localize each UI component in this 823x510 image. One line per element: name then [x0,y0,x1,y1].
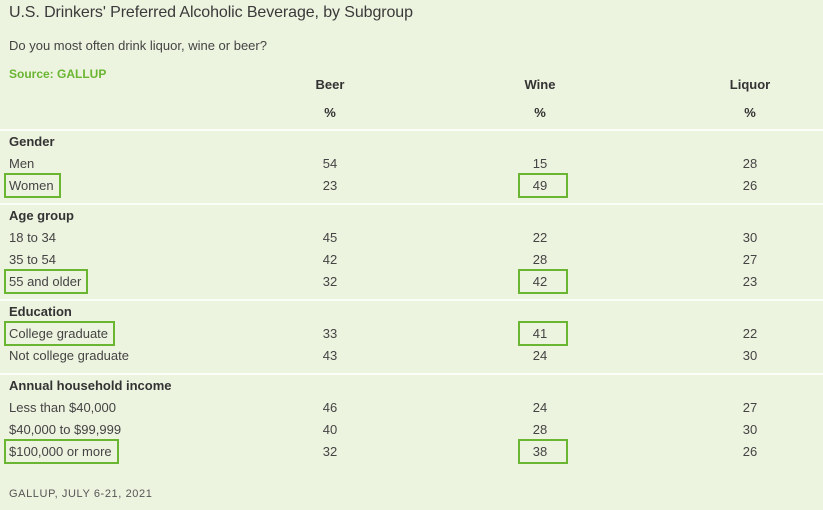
cell-liquor: 27 [742,400,758,415]
row-label: 18 to 34 [9,230,56,245]
highlight-box-label [4,439,119,464]
cell-wine: 28 [532,422,548,437]
row-label: $40,000 to $99,999 [9,422,122,437]
row-label: $100,000 or more [9,444,112,459]
row-label: Not college graduate [9,348,129,363]
column-header-wine: Wine [524,77,556,92]
cell-beer: 33 [322,326,338,341]
cell-liquor: 22 [742,326,758,341]
cell-liquor: 30 [742,422,758,437]
highlight-box-wine [518,439,568,464]
cell-liquor: 23 [742,274,758,289]
row-label: 35 to 54 [9,252,56,267]
cell-beer: 46 [322,400,338,415]
group-divider [0,203,823,205]
cell-liquor: 30 [742,230,758,245]
cell-beer: 32 [322,274,338,289]
highlight-box-label [4,173,61,198]
column-unit-beer: % [324,105,336,120]
cell-beer: 32 [322,444,338,459]
cell-beer: 23 [322,178,338,193]
group-divider [0,373,823,375]
group-divider [0,129,823,131]
source-label: Source: GALLUP [9,67,107,81]
row-label: Women [9,178,54,193]
group-heading: Education [9,304,72,319]
cell-wine: 24 [532,348,548,363]
cell-beer: 45 [322,230,338,245]
cell-wine: 24 [532,400,548,415]
cell-wine: 41 [532,326,548,341]
column-unit-wine: % [534,105,546,120]
cell-wine: 28 [532,252,548,267]
column-header-liquor: Liquor [729,77,771,92]
highlight-box-label [4,269,89,294]
highlight-box-wine [518,321,568,346]
cell-beer: 40 [322,422,338,437]
column-header-beer: Beer [315,77,345,92]
cell-beer: 42 [322,252,338,267]
group-heading: Gender [9,134,55,149]
cell-wine: 42 [532,274,548,289]
cell-wine: 15 [532,156,548,171]
chart-title: U.S. Drinkers' Preferred Alcoholic Bever… [9,4,413,21]
footer-note: GALLUP, JULY 6-21, 2021 [9,488,153,500]
chart-subtitle: Do you most often drink liquor, wine or … [9,38,267,53]
cell-wine: 49 [532,178,548,193]
row-label: Men [9,156,35,171]
group-heading: Annual household income [9,378,172,393]
cell-liquor: 28 [742,156,758,171]
row-label: Less than $40,000 [9,400,116,415]
row-label: 55 and older [9,274,82,289]
highlight-box-wine [518,269,568,294]
cell-liquor: 27 [742,252,758,267]
cell-liquor: 26 [742,178,758,193]
cell-beer: 54 [322,156,338,171]
cell-wine: 22 [532,230,548,245]
cell-beer: 43 [322,348,338,363]
cell-liquor: 30 [742,348,758,363]
cell-wine: 38 [532,444,548,459]
row-label: College graduate [9,326,109,341]
group-heading: Age group [9,208,74,223]
highlight-box-label [4,321,116,346]
cell-liquor: 26 [742,444,758,459]
group-divider [0,299,823,301]
column-unit-liquor: % [744,105,756,120]
highlight-box-wine [518,173,568,198]
